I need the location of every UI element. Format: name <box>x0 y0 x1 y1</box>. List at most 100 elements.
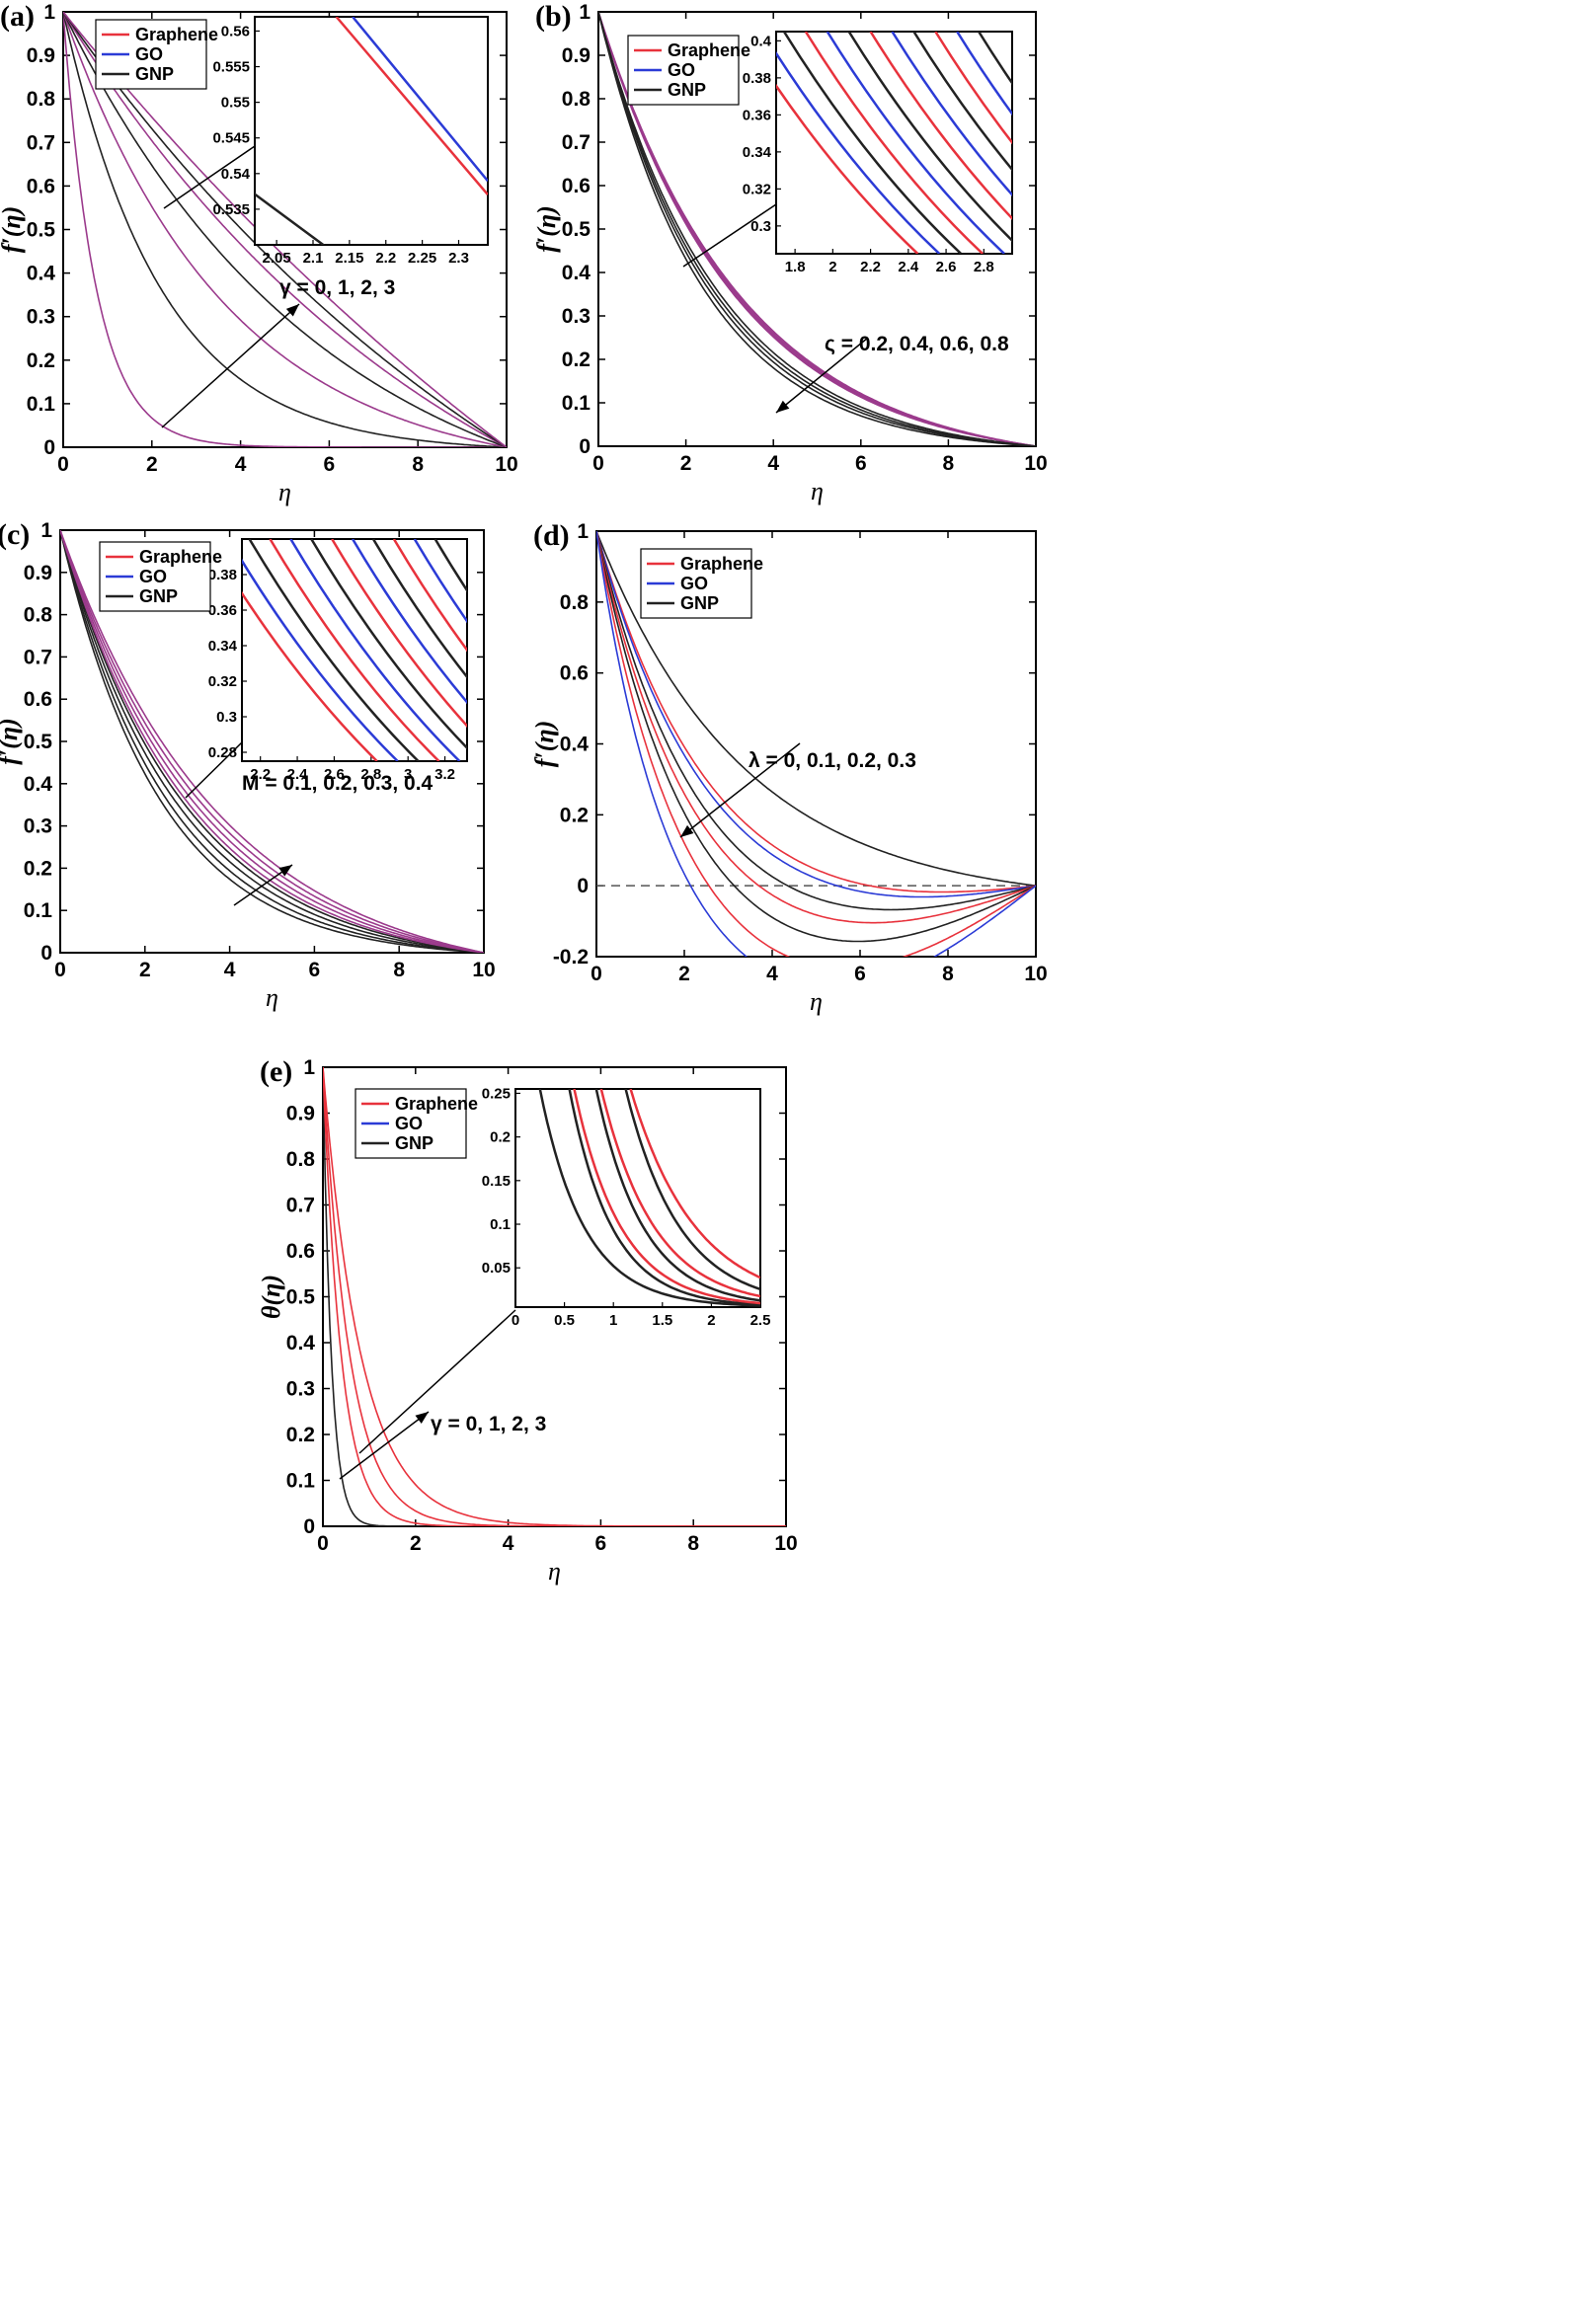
y-tick-label: 0.9 <box>24 562 52 584</box>
annotation-arrow-line <box>161 303 300 428</box>
inset-x-tick-label: 2.4 <box>287 766 309 783</box>
inset-y-tick-label: 0.36 <box>208 602 237 619</box>
y-tick-label: 0.5 <box>286 1286 316 1309</box>
series-line-d-1 <box>596 531 1036 893</box>
annotation-arrowhead <box>415 1412 429 1424</box>
x-axis-label-b: η <box>811 477 824 505</box>
inset-y-tick-label: 0.34 <box>208 638 238 655</box>
x-tick-label: 0 <box>591 963 602 985</box>
inset-series-line <box>891 32 1012 197</box>
y-tick-label: 1 <box>43 1 55 24</box>
inset-series-line <box>352 17 488 183</box>
y-tick-label: -0.2 <box>553 946 589 968</box>
series-line-d-4 <box>596 531 1036 924</box>
series-line-a-1 <box>63 12 507 447</box>
y-axis-label-c: f′(η) <box>0 718 23 765</box>
x-tick-label: 4 <box>766 963 778 985</box>
x-tick-label: 2 <box>680 452 692 475</box>
x-tick-label: 8 <box>943 452 955 475</box>
inset-series-line <box>782 32 963 254</box>
inset-x-tick-label: 2.8 <box>974 259 994 275</box>
panel-label-e: (e) <box>260 1055 292 1088</box>
legend-label-graphene: Graphene <box>395 1094 478 1114</box>
inset-series-line <box>269 539 440 761</box>
y-tick-label: 0.7 <box>562 131 591 154</box>
inset-x-tick-label: 2.05 <box>263 250 291 267</box>
y-tick-label: 0.7 <box>24 646 52 668</box>
series-line-d-2 <box>596 531 1036 898</box>
inset-x-tick-label: 2 <box>828 259 836 275</box>
y-tick-label: 0.6 <box>562 175 591 197</box>
inset-series-line <box>248 539 420 761</box>
series-line-d-3 <box>596 531 1036 911</box>
series-line-c-5 <box>60 530 484 953</box>
series-line-c-6 <box>60 530 484 953</box>
annotation-arrowhead <box>776 400 790 413</box>
inset-x-tick-label: 2.15 <box>335 250 363 267</box>
x-tick-label: 10 <box>1024 963 1047 985</box>
y-tick-label: 0.4 <box>560 734 590 756</box>
inset-x-tick-label: 3.2 <box>434 766 455 783</box>
parameter-annotation-d: λ = 0, 0.1, 0.2, 0.3 <box>749 749 916 772</box>
inset-series-line <box>413 539 467 624</box>
x-tick-label: 4 <box>235 453 247 476</box>
series-line-b-6 <box>598 12 1036 446</box>
y-tick-label: 0.6 <box>27 175 55 197</box>
y-tick-label: 0.7 <box>27 131 55 154</box>
inset-series-line <box>289 539 461 761</box>
panel-e: (e)0 2 4 6 8 1000.10.20.30.40.50.60.70.80.91η… <box>257 1055 798 1586</box>
y-tick-label: 0.9 <box>562 44 591 67</box>
inset-series-line <box>538 1089 760 1307</box>
inset-series-line <box>392 539 467 653</box>
series-line-a-6 <box>63 12 507 447</box>
series-line-a-4 <box>63 12 507 447</box>
y-tick-label: 0.6 <box>24 688 52 711</box>
inset-series-line <box>869 32 1012 221</box>
y-tick-label: 0.2 <box>27 349 55 372</box>
x-tick-label: 8 <box>942 963 954 985</box>
panel-d: (d)0 2 4 6 8 10-0.200.20.40.60.81ηf′(η)Graphe… <box>530 519 1048 1016</box>
inset-y-tick-label: 0.545 <box>212 130 250 147</box>
legend-label-gnp: GNP <box>139 586 178 606</box>
inset-series-line <box>934 32 1012 145</box>
x-tick-label: 8 <box>412 453 424 476</box>
inset-y-tick-label: 0.2 <box>490 1129 511 1146</box>
legend-label-go: GO <box>668 60 695 80</box>
inset-x-tick-label: 2.2 <box>250 766 271 783</box>
inset-x-tick-label: 0.5 <box>554 1312 575 1329</box>
y-tick-label: 0 <box>40 942 52 965</box>
inset-series-line <box>310 539 467 750</box>
panel-label-d: (d) <box>533 519 570 552</box>
inset-y-tick-label: 0.55 <box>221 95 250 112</box>
series-line-b-5 <box>598 12 1036 446</box>
inset-x-tick-label: 2.2 <box>860 259 881 275</box>
y-tick-label: 1 <box>577 520 589 543</box>
inset-x-tick-label: 1.5 <box>652 1312 672 1329</box>
inset-frame-a <box>254 16 489 246</box>
inset-series-line <box>352 539 467 705</box>
x-tick-label: 10 <box>495 453 517 476</box>
series-line-a-5 <box>63 12 507 447</box>
series-line-b-3 <box>598 12 1036 446</box>
series-line-b-7 <box>598 12 1036 446</box>
y-tick-label: 0.4 <box>562 262 591 284</box>
y-tick-label: 0 <box>303 1515 315 1538</box>
annotation-arrowhead <box>285 304 299 317</box>
inset-series-line <box>776 50 941 254</box>
inset-series-line <box>912 32 1012 172</box>
x-axis-label-c: η <box>266 983 278 1012</box>
panel-label-c: (c) <box>0 518 30 551</box>
legend-label-gnp: GNP <box>135 64 174 84</box>
x-tick-label: 0 <box>317 1532 329 1555</box>
y-tick-label: 1 <box>579 1 591 24</box>
series-line-c-7 <box>60 530 484 953</box>
inset-series-line <box>573 1089 760 1305</box>
x-axis-label-a: η <box>278 478 291 506</box>
inset-y-tick-label: 0.36 <box>743 107 771 123</box>
legend-label-go: GO <box>680 574 708 593</box>
inset-x-tick-label: 1 <box>609 1312 617 1329</box>
